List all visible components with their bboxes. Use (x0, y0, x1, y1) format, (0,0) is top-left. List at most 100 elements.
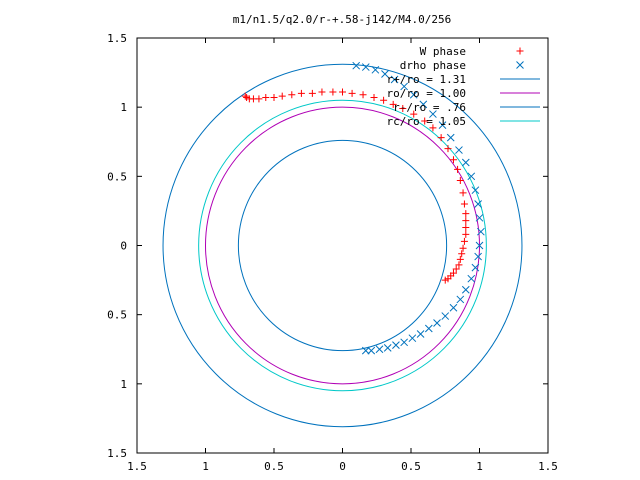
legend-label: W phase (420, 45, 466, 58)
data-point (308, 89, 316, 97)
data-point (462, 210, 470, 218)
x-tick-label: 0.5 (401, 460, 421, 473)
y-tick-label: 1 (120, 378, 127, 391)
reference-circles (162, 63, 523, 428)
data-point (438, 121, 447, 130)
data-point (456, 295, 465, 304)
legend-label: rc/ro = 1.05 (387, 115, 466, 128)
legend-entry: r-/ro = .76 (393, 101, 540, 114)
data-point (392, 341, 400, 349)
x-tick-label: 1.5 (127, 460, 147, 473)
data-point (475, 213, 484, 222)
data-point (339, 88, 346, 96)
data-point (278, 92, 286, 100)
data-point (456, 255, 464, 263)
chart-title: m1/n1.5/q2.0/r-+.58-j142/M4.0/256 (233, 13, 452, 26)
data-point (400, 338, 409, 347)
circle-1 (162, 63, 523, 428)
data-point (433, 319, 441, 327)
data-point (419, 100, 428, 109)
data-point (458, 250, 466, 258)
data-point (460, 200, 468, 208)
y-tick-label: 1.5 (107, 32, 127, 45)
data-point (429, 124, 437, 132)
y-tick-label: 0 (120, 240, 127, 253)
data-point (454, 165, 462, 173)
data-point (400, 82, 409, 91)
data-point (367, 346, 376, 355)
data-point (477, 227, 485, 236)
data-point (475, 241, 484, 250)
series-1 (241, 88, 470, 284)
data-point (408, 334, 417, 343)
data-point (371, 65, 380, 74)
data-point (352, 61, 361, 70)
x-tick-label: 1 (476, 460, 483, 473)
data-point (375, 345, 384, 354)
data-point (474, 252, 482, 261)
legend-symbol (516, 61, 524, 69)
data-point (383, 344, 392, 352)
data-point (474, 200, 482, 208)
data-point (370, 93, 378, 101)
data-point (359, 91, 367, 99)
data-point (399, 105, 407, 113)
y-tick-label: 0.5 (107, 309, 127, 322)
x-tick-label: 1 (202, 460, 209, 473)
data-point (462, 217, 470, 225)
legend-label: ro/ro = 1.00 (387, 87, 466, 100)
data-point (461, 158, 470, 167)
data-point (409, 90, 418, 99)
data-point (410, 110, 418, 118)
data-point (297, 89, 305, 97)
data-point (446, 133, 455, 142)
data-point (449, 269, 457, 277)
data-point (455, 146, 463, 154)
data-point (329, 88, 337, 96)
data-point (380, 96, 388, 104)
data-point (459, 189, 467, 197)
data-point (467, 172, 476, 181)
data-point (381, 70, 389, 78)
x-tick-label: 1.5 (538, 460, 558, 473)
legend-entry: drho phase (400, 59, 524, 72)
data-point (241, 92, 249, 100)
data-point (348, 89, 356, 97)
legend-symbol (516, 47, 524, 55)
data-point (318, 88, 326, 96)
data-point (467, 274, 476, 283)
data-point (390, 75, 399, 84)
legend-label: r-/ro = .76 (393, 101, 466, 114)
data-point (471, 186, 480, 195)
data-point (444, 145, 452, 153)
data-point (452, 265, 460, 273)
series-2 (352, 61, 485, 355)
data-series (241, 61, 485, 355)
data-point (421, 117, 429, 125)
data-point (449, 156, 457, 164)
data-point (429, 110, 437, 118)
data-point (460, 237, 468, 245)
data-point (459, 244, 467, 252)
data-point (456, 176, 464, 184)
y-tick-label: 1.5 (107, 447, 127, 460)
data-point (389, 100, 397, 108)
x-tick-label: 0.5 (264, 460, 284, 473)
legend-label: r+/ro = 1.31 (387, 73, 466, 86)
data-point (449, 303, 458, 312)
data-point (262, 93, 270, 101)
legend-entry: ro/ro = 1.00 (387, 87, 540, 100)
y-tick-label: 1 (120, 101, 127, 114)
legend-entry: W phase (420, 45, 524, 58)
axes: 1.5 1 0.5 0 0.5 1 1.51.510.500.511.5 (107, 32, 558, 473)
data-point (462, 230, 470, 238)
legend-entry: r+/ro = 1.31 (387, 73, 540, 86)
data-point (462, 224, 470, 232)
x-tick-label: 0 (339, 460, 346, 473)
y-tick-label: 0.5 (107, 170, 127, 183)
data-point (455, 261, 463, 269)
circle-3 (237, 139, 448, 352)
data-point (424, 324, 433, 333)
